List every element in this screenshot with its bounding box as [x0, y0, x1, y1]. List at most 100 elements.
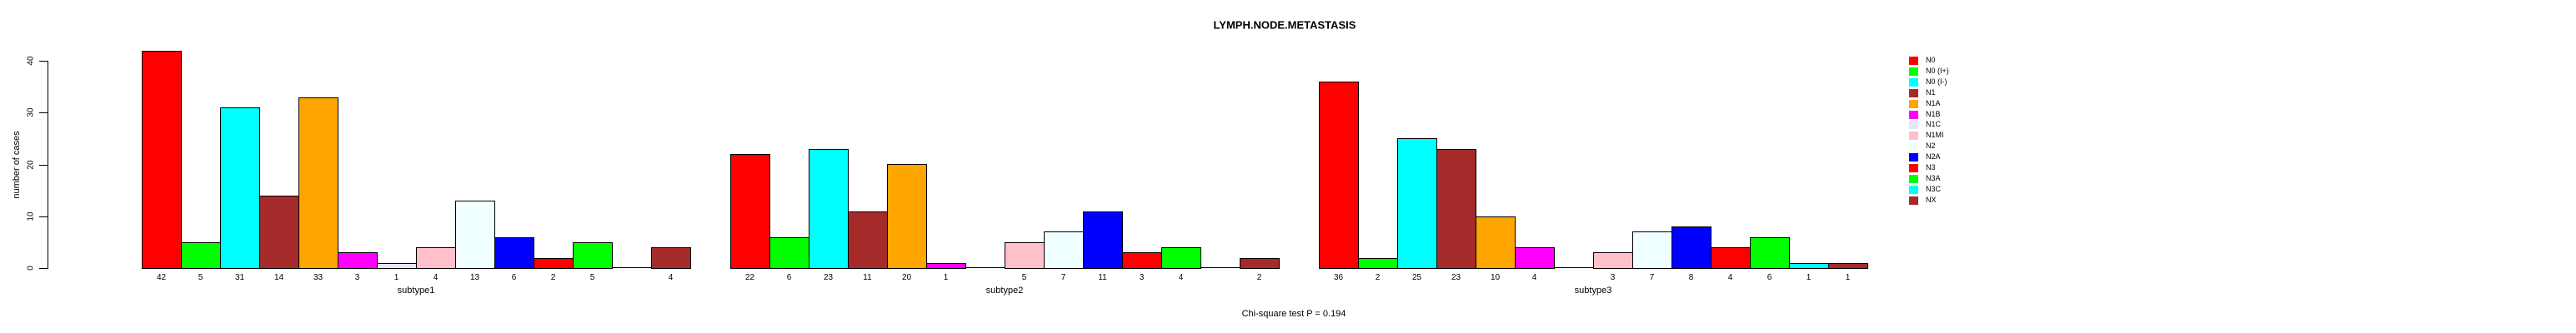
bar-value-label: 10: [1490, 273, 1501, 282]
bar: [1436, 149, 1476, 269]
bar: [416, 247, 456, 269]
bar: [142, 51, 182, 269]
bar: [1711, 247, 1751, 269]
legend-label: NX: [1926, 195, 1937, 204]
bar-value-label: 3: [354, 273, 360, 282]
bar-value-label: 42: [156, 273, 167, 282]
y-axis-tick: [39, 112, 48, 114]
legend-label: N3: [1926, 163, 1936, 171]
legend-swatch: [1909, 153, 1918, 162]
bar-value-label: 13: [469, 273, 480, 282]
bar: [1122, 252, 1162, 269]
legend-item: N0 (I+): [1909, 67, 2009, 77]
legend-swatch: [1909, 121, 1918, 130]
bar-zero-line: [1200, 267, 1240, 268]
bar-value-label: 6: [1767, 273, 1772, 282]
group-label: subtype1: [397, 286, 435, 296]
bar: [181, 242, 221, 269]
legend-label: N2A: [1926, 152, 1941, 162]
legend-item: N1C: [1909, 120, 2009, 130]
bar-zero-line: [612, 267, 652, 268]
bar: [651, 247, 691, 269]
bar-value-label: 1: [943, 273, 949, 282]
bar-value-label: 1: [1806, 273, 1812, 282]
y-axis-tick: [39, 268, 48, 269]
bar: [259, 196, 299, 269]
bar: [1083, 211, 1123, 269]
bar-value-label: 31: [234, 273, 245, 282]
y-axis-tick: [39, 61, 48, 62]
bar: [377, 263, 417, 269]
bar-value-label: 4: [433, 273, 439, 282]
bar: [1240, 258, 1280, 269]
bar: [769, 237, 809, 269]
bar-value-label: 4: [1531, 273, 1537, 282]
legend-label: N3A: [1926, 173, 1941, 182]
legend-swatch: [1909, 196, 1918, 205]
legend-item: N3: [1909, 163, 2009, 173]
bar: [1632, 231, 1672, 269]
bar-value-label: 6: [786, 273, 792, 282]
legend-label: N1A: [1926, 98, 1941, 107]
bar-value-label: 2: [1375, 273, 1381, 282]
legend-swatch: [1909, 57, 1918, 65]
bar-value-label: 7: [1060, 273, 1066, 282]
y-axis-tick-label: 10: [26, 211, 36, 221]
legend-label: N1B: [1926, 109, 1941, 118]
legend-label: N0: [1926, 56, 1936, 64]
bar: [1593, 252, 1633, 269]
legend-swatch: [1909, 88, 1918, 97]
bar-value-label: 23: [823, 273, 834, 282]
legend-swatch: [1909, 132, 1918, 141]
y-axis-tick-label: 40: [26, 56, 36, 66]
bar: [730, 154, 770, 269]
bar-zero-line: [1554, 267, 1594, 268]
bar-value-label: 6: [511, 273, 517, 282]
bar: [494, 237, 534, 269]
bar: [1319, 82, 1359, 269]
y-axis-tick: [39, 216, 48, 217]
bar-value-label: 23: [1451, 273, 1461, 282]
bar-value-label: 14: [273, 273, 284, 282]
bar: [455, 201, 495, 269]
bar-zero-line: [965, 267, 1005, 268]
bar: [887, 164, 927, 269]
bar: [926, 263, 966, 269]
legend-label: N1C: [1926, 120, 1942, 129]
y-axis-tick: [39, 164, 48, 166]
legend-label: N0 (I+): [1926, 66, 1949, 75]
bar-value-label: 2: [1256, 273, 1262, 282]
legend-swatch: [1909, 164, 1918, 172]
legend-item: N3C: [1909, 185, 2009, 195]
legend-item: N0: [1909, 56, 2009, 66]
group-label: subtype2: [985, 286, 1024, 296]
bar-value-label: 11: [863, 273, 872, 282]
bar: [220, 107, 260, 269]
bar: [1358, 258, 1398, 269]
legend-item: N1B: [1909, 110, 2009, 120]
bar: [1828, 263, 1868, 269]
group-label: subtype3: [1574, 286, 1612, 296]
bar-value-label: 5: [1021, 273, 1027, 282]
bar-value-label: 3: [1139, 273, 1145, 282]
chart-title: LYMPH.NODE.METASTASIS: [1213, 18, 1356, 32]
legend-item: N2A: [1909, 152, 2009, 162]
bar: [1397, 138, 1437, 269]
bar-value-label: 1: [1845, 273, 1851, 282]
bar: [1161, 247, 1201, 269]
bar-value-label: 7: [1649, 273, 1655, 282]
legend-label: N3C: [1926, 184, 1942, 193]
bar: [298, 97, 338, 269]
legend-item: N2: [1909, 142, 2009, 152]
bar-value-label: 4: [1178, 273, 1184, 282]
legend-swatch: [1909, 185, 1918, 194]
bar: [573, 242, 613, 269]
y-axis-tick-label: 30: [26, 107, 36, 117]
bar-value-label: 5: [198, 273, 203, 282]
legend-item: N1A: [1909, 99, 2009, 109]
legend-swatch: [1909, 174, 1918, 183]
bar: [1005, 242, 1045, 269]
bar-value-label: 2: [550, 273, 556, 282]
chart-annotation: Chi-square test P = 0.194: [1241, 309, 1346, 319]
bar-value-label: 1: [393, 273, 399, 282]
